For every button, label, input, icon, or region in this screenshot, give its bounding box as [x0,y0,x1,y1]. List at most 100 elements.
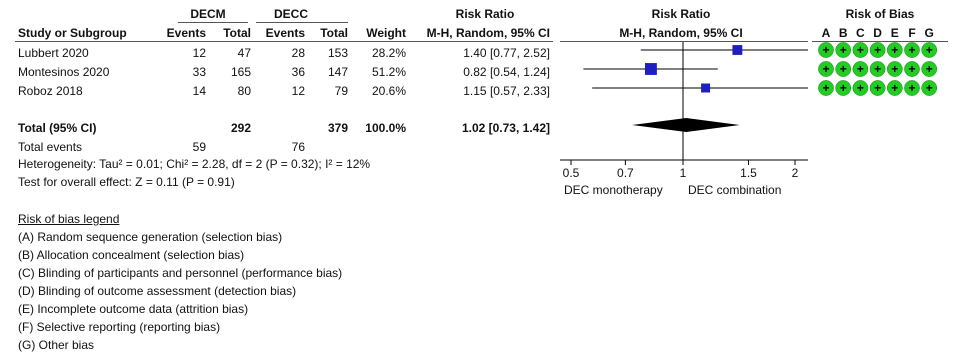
study-column-header: Study or Subgroup [18,26,127,40]
weight: 51.2% [371,65,406,79]
c-total-sum: 379 [327,121,348,135]
total-weight: 100.0% [365,121,406,135]
study-square [732,45,743,55]
rob-letter: A [821,26,831,40]
low-risk-icon [869,80,886,96]
overall-effect-text: Test for overall effect: Z = 0.11 (P = 0… [18,175,235,189]
legend-item: (C) Blinding of participants and personn… [18,266,343,280]
risk-ratio-ci: 1.40 [0.77, 2.52] [463,46,550,60]
rob-letter: C [856,26,865,40]
e-total: 80 [237,84,251,98]
risk-symbol: + [840,81,847,95]
legend-item: (G) Other bias [18,338,95,352]
plot-title: Risk Ratio [651,7,711,21]
x-tick-label: 0.7 [617,166,634,180]
low-risk-icon [886,80,903,96]
risk-symbol: + [908,62,915,76]
c-total-events: 76 [291,140,305,154]
low-risk-icon [835,61,852,77]
rr-method-header: M-H, Random, 95% CI [426,26,550,40]
e-events-header: Events [166,26,206,40]
e-events: 12 [192,46,206,60]
low-risk-icon [921,80,938,96]
total-label: Total (95% CI) [18,121,97,135]
legend-item: (D) Blinding of outcome assessment (dete… [18,284,297,298]
pooled-risk-ratio: 1.02 [0.73, 1.42] [461,121,550,135]
risk-symbol: + [926,62,933,76]
study-square [644,63,657,75]
risk-symbol: + [822,81,829,95]
e-total: 165 [230,65,251,79]
low-risk-icon [886,61,903,77]
rob-letter: F [908,26,916,40]
weight: 28.2% [371,46,406,60]
low-risk-icon [818,61,834,77]
low-risk-icon [852,42,869,58]
low-risk-icon [852,80,869,96]
study-square [701,83,711,93]
low-risk-icon [869,61,886,77]
x-tick-label: 1.5 [740,166,757,180]
c-total-header: Total [320,26,348,40]
study-name: Lubbert 2020 [18,46,89,60]
weight-header: Weight [366,26,406,40]
risk-symbol: + [874,43,881,57]
legend-item: (A) Random sequence generation (selectio… [18,230,283,244]
rob-letter: D [873,26,882,40]
x-tick-label: 0.5 [563,166,580,180]
e-events: 14 [192,84,206,98]
c-total: 147 [327,65,348,79]
risk-symbol: + [891,81,898,95]
risk-symbol: + [822,43,829,57]
risk-symbol: + [926,43,933,57]
total-events-label: Total events [18,140,83,154]
risk-symbol: + [908,81,915,95]
c-total: 79 [334,84,348,98]
low-risk-icon [818,80,834,96]
axis-right-label: DEC combination [688,183,782,197]
low-risk-icon [818,42,834,58]
risk-symbol: + [926,81,933,95]
study-name: Montesinos 2020 [18,65,110,79]
risk-symbol: + [857,81,864,95]
risk-symbol: + [891,43,898,57]
low-risk-icon [835,80,852,96]
low-risk-icon [886,42,903,58]
c-events: 36 [291,65,305,79]
low-risk-icon [904,42,920,58]
low-risk-icon [835,42,852,58]
risk-symbol: + [857,43,864,57]
risk-symbol: + [840,62,847,76]
group-experimental-header: DECM [190,7,226,21]
c-total: 153 [327,46,348,60]
legend-item: (F) Selective reporting (reporting bias) [18,320,221,334]
c-events: 28 [291,46,305,60]
legend-title: Risk of bias legend [18,212,120,226]
plot-method-header: M-H, Random, 95% CI [619,26,743,40]
group-control-header: DECC [273,7,308,21]
low-risk-icon [921,42,938,58]
axis-left-label: DEC monotherapy [564,183,663,197]
e-total-sum: 292 [230,121,251,135]
rob-letter: E [890,26,899,40]
risk-symbol: + [891,62,898,76]
low-risk-icon [869,42,886,58]
c-events: 12 [291,84,305,98]
low-risk-icon [852,61,869,77]
risk-ratio-ci: 0.82 [0.54, 1.24] [463,65,550,79]
risk-symbol: + [908,43,915,57]
c-events-header: Events [265,26,305,40]
risk-symbol: + [857,62,864,76]
e-total: 47 [237,46,251,60]
study-name: Roboz 2018 [18,84,83,98]
legend-item: (B) Allocation concealment (selection bi… [18,248,245,262]
legend-item: (E) Incomplete outcome data (attrition b… [18,302,249,316]
low-risk-icon [904,61,920,77]
risk-symbol: + [874,62,881,76]
e-total-header: Total [223,26,251,40]
rob-letter: B [838,26,848,40]
low-risk-icon [904,80,920,96]
risk-ratio-ci: 1.15 [0.57, 2.33] [463,84,550,98]
rob-letter: G [924,26,934,40]
